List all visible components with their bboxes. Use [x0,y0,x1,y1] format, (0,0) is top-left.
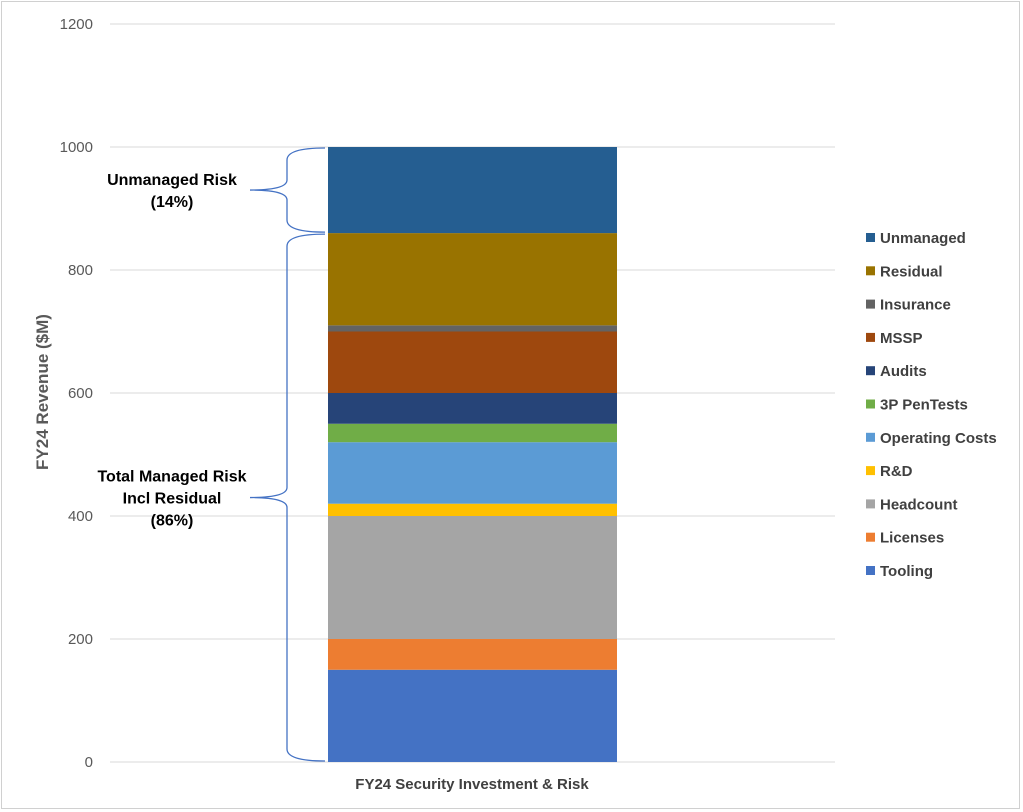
bar-segment-headcount [328,516,617,639]
legend-swatch [866,266,875,276]
annotation-text: (14%) [151,194,194,211]
y-tick-label: 600 [68,385,93,402]
bar-segment-operating-costs [328,442,617,504]
annotation-text: (86%) [151,513,194,530]
legend-label: Tooling [880,563,933,580]
annotation-text: Incl Residual [123,491,222,508]
y-tick-label: 200 [68,631,93,648]
y-tick-label: 1000 [60,139,93,156]
y-axis-label: FY24 Revenue ($M) [33,314,52,470]
legend-label: Audits [880,363,927,380]
legend-label: Unmanaged [880,230,966,247]
bar-segment-tooling [328,669,617,762]
y-tick-label: 800 [68,262,93,279]
annotation-text: Total Managed Risk [97,469,246,486]
legend-label: Residual [880,263,943,280]
legend-swatch [866,432,875,442]
annotation-brackets: Unmanaged Risk (14%) Total Managed Risk Inc… [97,147,326,762]
gridlines [110,23,835,763]
bar-segment-audits [328,393,617,424]
legend-swatch [866,399,875,409]
y-axis-ticks: 0 200 400 600 800 1000 1200 [60,16,93,771]
legend-label: MSSP [880,330,923,347]
annotation-bracket [249,233,326,762]
legend-swatch [866,332,875,342]
annotation-bracket [249,147,326,233]
legend-swatch [866,566,875,575]
legend-label: Operating Costs [880,430,997,447]
bar-segment-r-d [328,503,617,516]
bar-segments [328,147,617,762]
x-category-label: FY24 Security Investment & Risk [355,776,589,793]
legend: Unmanaged Residual Insurance MSSP Audits 3P P… [866,230,997,580]
legend-swatch [866,532,875,542]
legend-swatch [866,499,875,509]
y-tick-label: 400 [68,508,93,525]
bar-segment-3p-pentests [328,423,617,443]
legend-label: 3P PenTests [880,397,968,414]
legend-label: R&D [880,463,913,480]
legend-swatch [866,466,875,476]
legend-swatch [866,366,875,376]
legend-label: Licenses [880,530,944,547]
bar-segment-residual [328,233,617,326]
legend-label: Insurance [880,297,951,314]
legend-swatch [866,233,875,242]
bar-segment-mssp [328,331,617,393]
legend-label: Headcount [880,496,958,513]
annotation-text: Unmanaged Risk [107,172,237,189]
bar-segment-insurance [328,325,617,332]
legend-swatch [866,299,875,309]
bar-segment-licenses [328,639,617,670]
y-tick-label: 0 [85,754,93,771]
bar-segment-unmanaged [328,147,617,234]
y-tick-label: 1200 [60,16,93,33]
